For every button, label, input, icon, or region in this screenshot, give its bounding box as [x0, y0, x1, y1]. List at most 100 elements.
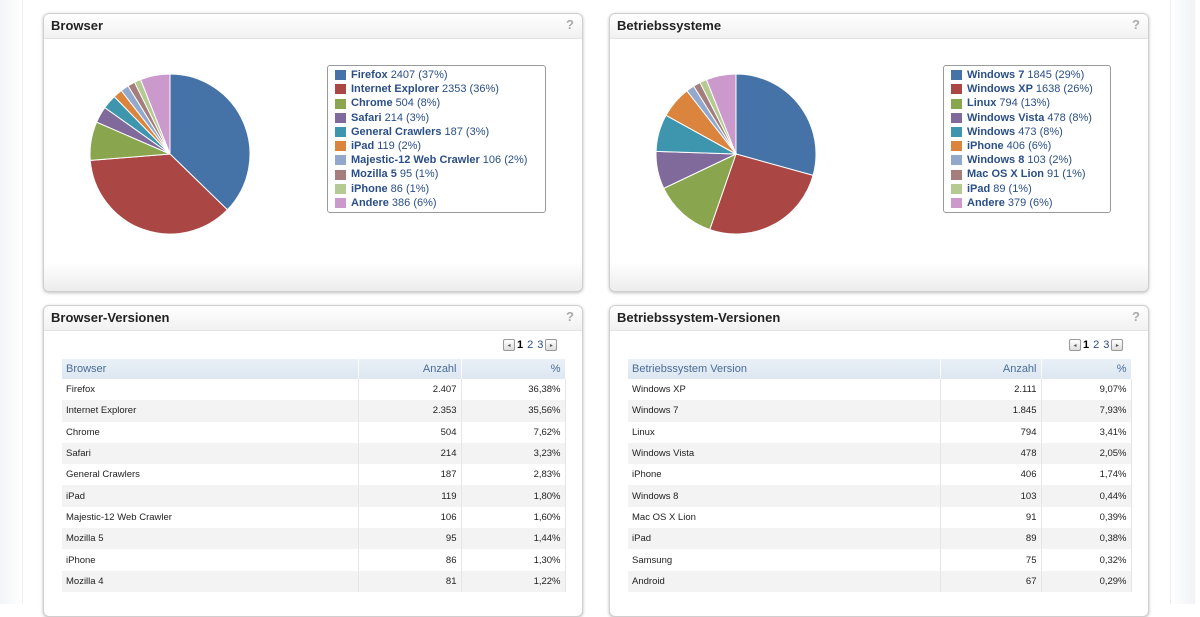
pie-slice-internet-explorer[interactable]: [89, 153, 229, 235]
legend-item-windows-8[interactable]: Windows 8 103 (2%): [951, 153, 1102, 167]
table-row[interactable]: Windows XP 2.111 9,07%: [628, 379, 1132, 401]
help-icon[interactable]: ?: [1132, 309, 1140, 324]
cell-percent: 1,22%: [461, 570, 566, 592]
table-row[interactable]: General Crawlers 187 2,83%: [62, 464, 566, 486]
column-header[interactable]: %: [1041, 359, 1132, 379]
column-header[interactable]: Browser: [62, 359, 359, 379]
pie-slice-windows-7[interactable]: [735, 73, 817, 176]
legend-item-andere[interactable]: Andere 379 (6%): [951, 196, 1102, 210]
help-icon[interactable]: ?: [566, 309, 574, 324]
column-header[interactable]: Betriebssystem Version: [628, 359, 941, 379]
cell-percent: 0,44%: [1041, 485, 1132, 507]
legend-swatch: [951, 126, 962, 137]
legend-value: 473 (8%): [1018, 125, 1063, 138]
legend-swatch: [335, 183, 346, 194]
cell-count: 89: [940, 528, 1042, 550]
page-3-link[interactable]: 3: [537, 339, 544, 351]
legend-value: 478 (8%): [1047, 111, 1092, 124]
prev-page-button[interactable]: ◂: [503, 339, 515, 351]
legend-item-andere[interactable]: Andere 386 (6%): [335, 196, 537, 210]
page-2-link[interactable]: 2: [527, 339, 534, 351]
table-row[interactable]: Samsung 75 0,32%: [628, 549, 1132, 571]
cell-count: 2.407: [358, 379, 462, 401]
next-page-button[interactable]: ▸: [545, 339, 558, 351]
table-row[interactable]: Mac OS X Lion 91 0,39%: [628, 506, 1132, 529]
table-row[interactable]: Internet Explorer 2.353 35,56%: [62, 400, 566, 422]
legend-item-iphone[interactable]: iPhone 406 (6%): [951, 139, 1102, 153]
legend-item-mozilla-5[interactable]: Mozilla 5 95 (1%): [335, 167, 537, 181]
browser-versions-table: Browser Anzahl% Firefox 2.407 36,38% Internet…: [62, 359, 566, 592]
legend-item-chrome[interactable]: Chrome 504 (8%): [335, 96, 537, 110]
cell-count: 67: [940, 570, 1042, 592]
legend-item-windows-7[interactable]: Windows 7 1845 (29%): [951, 68, 1102, 82]
table-row[interactable]: Windows 8 103 0,44%: [628, 485, 1132, 507]
legend-item-safari[interactable]: Safari 214 (3%): [335, 111, 537, 125]
page-1-link[interactable]: 1: [517, 339, 524, 351]
legend-item-ipad[interactable]: iPad 89 (1%): [951, 182, 1102, 196]
page-left-edge: [0, 0, 23, 604]
cell-count: 478: [940, 442, 1042, 465]
cell-name: Linux: [628, 421, 941, 443]
table-row[interactable]: Mozilla 5 95 1,44%: [62, 528, 566, 550]
next-page-button[interactable]: ▸: [1111, 339, 1124, 351]
legend-item-majestic-12-web-crawler[interactable]: Majestic-12 Web Crawler 106 (2%): [335, 153, 537, 167]
table-row[interactable]: Linux 794 3,41%: [628, 421, 1132, 443]
legend-value: 406 (6%): [1006, 140, 1052, 153]
table-row[interactable]: iPad 89 0,38%: [628, 528, 1132, 550]
help-icon[interactable]: ?: [1132, 17, 1140, 32]
column-header[interactable]: Anzahl: [940, 359, 1042, 379]
legend-item-windows-xp[interactable]: Windows XP 1638 (26%): [951, 82, 1102, 96]
table-row[interactable]: iPhone 406 1,74%: [628, 464, 1132, 486]
legend-item-windows[interactable]: Windows 473 (8%): [951, 125, 1102, 139]
table-row[interactable]: Safari 214 3,23%: [62, 442, 566, 465]
column-header[interactable]: %: [461, 359, 566, 379]
page-1-link[interactable]: 1: [1083, 339, 1090, 351]
legend-label: Windows 7: [967, 69, 1025, 81]
help-icon[interactable]: ?: [566, 17, 574, 32]
table-row[interactable]: Mozilla 4 81 1,22%: [62, 570, 566, 592]
cell-name: Firefox: [62, 379, 359, 401]
pie-slice-andere[interactable]: [140, 73, 171, 155]
cell-percent: 2,83%: [461, 464, 566, 486]
legend-value: 1845 (29%): [1027, 69, 1085, 81]
widget-title: Betriebssysteme: [617, 18, 722, 33]
legend-item-internet-explorer[interactable]: Internet Explorer 2353 (36%): [335, 82, 537, 96]
legend-item-windows-vista[interactable]: Windows Vista 478 (8%): [951, 111, 1102, 125]
legend-swatch: [335, 141, 346, 152]
pie-slice-windows-xp[interactable]: [709, 153, 814, 235]
prev-page-button[interactable]: ◂: [1069, 339, 1081, 351]
pie-slice-linux[interactable]: [663, 153, 737, 231]
pie-slice-andere[interactable]: [705, 73, 737, 155]
legend-item-linux[interactable]: Linux 794 (13%): [951, 96, 1102, 110]
widget-title: Betriebssystem-Versionen: [617, 310, 781, 325]
legend-label: iPad: [967, 182, 991, 195]
browser-pie-chart: [89, 73, 251, 235]
widget-header: Betriebssystem-Versionen ?: [610, 306, 1148, 331]
legend-value: 103 (2%): [1027, 154, 1072, 167]
legend-swatch: [951, 141, 962, 152]
legend-label: Andere: [351, 196, 389, 209]
legend-item-iphone[interactable]: iPhone 86 (1%): [335, 182, 537, 196]
page-2-link[interactable]: 2: [1093, 339, 1100, 351]
table-row[interactable]: Firefox 2.407 36,38%: [62, 379, 566, 401]
legend-item-ipad[interactable]: iPad 119 (2%): [335, 139, 537, 153]
widget-title: Browser-Versionen: [51, 310, 170, 325]
table-row[interactable]: Majestic-12 Web Crawler 106 1,60%: [62, 506, 566, 529]
cell-count: 187: [358, 464, 462, 486]
cell-percent: 0,29%: [1041, 570, 1132, 592]
column-header[interactable]: Anzahl: [358, 359, 462, 379]
pie-slice-firefox[interactable]: [169, 73, 251, 211]
table-row[interactable]: Chrome 504 7,62%: [62, 421, 566, 443]
table-row[interactable]: Windows Vista 478 2,05%: [628, 442, 1132, 465]
table-row[interactable]: iPad 119 1,80%: [62, 485, 566, 507]
legend-item-general-crawlers[interactable]: General Crawlers 187 (3%): [335, 125, 537, 139]
cell-count: 106: [358, 506, 462, 529]
legend-item-mac-os-x-lion[interactable]: Mac OS X Lion 91 (1%): [951, 167, 1102, 181]
table-row[interactable]: iPhone 86 1,30%: [62, 549, 566, 571]
browser-versions-widget: Browser-Versionen ? ◂ 1 2 3 ▸ Browser Anz…: [43, 305, 583, 617]
page-3-link[interactable]: 3: [1103, 339, 1110, 351]
table-row[interactable]: Windows 7 1.845 7,93%: [628, 400, 1132, 422]
table-row[interactable]: Android 67 0,29%: [628, 570, 1132, 592]
legend-item-firefox[interactable]: Firefox 2407 (37%): [335, 68, 537, 82]
legend-label: Mozilla 5: [351, 168, 397, 181]
